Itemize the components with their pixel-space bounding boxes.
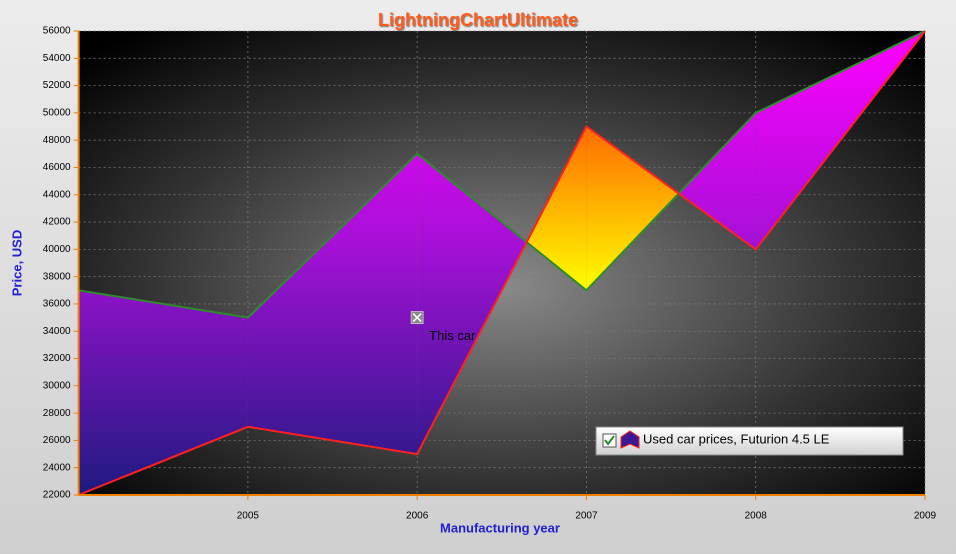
annotation-marker [410,311,424,324]
legend-icon [620,430,640,449]
range-fill [526,126,587,291]
x-axis-label: Manufacturing year [440,520,560,535]
y-tick-label: 32000 [43,353,71,364]
low-line [78,30,926,496]
y-tick-label: 40000 [43,244,71,255]
checkmark [604,435,615,446]
chart-title: LightningChartUltimate [378,10,578,30]
y-tick-label: 24000 [43,462,71,473]
y-tick-label: 54000 [43,53,71,64]
x-tick-label: 2008 [745,511,768,522]
range-fill [247,153,418,455]
y-tick-label: 46000 [43,162,71,173]
y-tick-label: 28000 [43,408,71,419]
y-tick-label: 44000 [43,189,71,200]
y-tick-label: 26000 [43,435,71,446]
range-fill [417,153,527,455]
high-line [78,30,926,319]
y-tick-label: 42000 [43,217,71,228]
marker-cross [412,313,422,323]
y-tick-label: 38000 [43,271,71,282]
range-fill [678,112,756,250]
x-tick-label: 2009 [914,511,937,522]
y-tick-label: 56000 [43,26,71,37]
y-tick-label: 34000 [43,326,71,337]
y-tick-label: 22000 [43,490,71,501]
legend: Used car prices, Futurion 4.5 LE [595,426,904,456]
y-tick-label: 48000 [43,135,71,146]
annotation-label: This car [429,328,476,343]
legend-box [595,426,904,456]
range-fill [586,126,679,291]
y-tick-label: 30000 [43,380,71,391]
y-tick-label: 36000 [43,299,71,310]
legend-label: Used car prices, Futurion 4.5 LE [643,431,830,446]
y-tick-label: 52000 [43,80,71,91]
y-axis-label: Price, USD [9,230,24,296]
x-tick-label: 2007 [575,511,598,522]
x-tick-label: 2006 [406,511,429,522]
y-tick-label: 50000 [43,108,71,119]
x-tick-label: 2005 [237,511,260,522]
